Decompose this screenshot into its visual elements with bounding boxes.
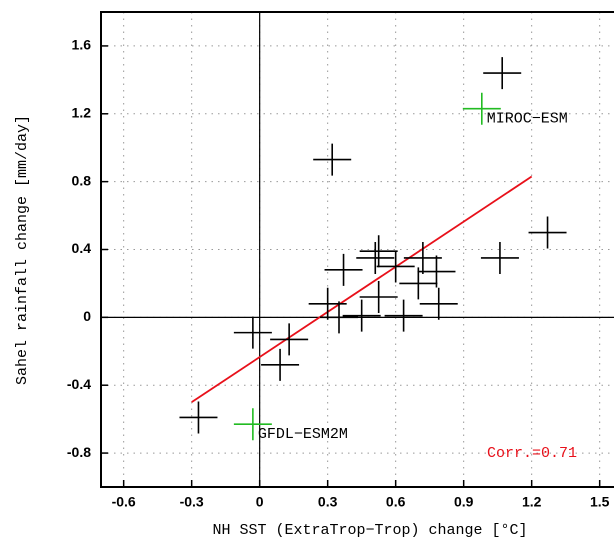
y-axis-label: Sahel rainfall change [mm/day]	[14, 115, 31, 385]
x-tick-label: 1.2	[522, 494, 542, 510]
correlation-annotation: Corr.=0.71	[487, 445, 577, 462]
x-tick-label: 0	[256, 494, 264, 510]
point-cross	[261, 348, 300, 381]
point-label: GFDL−ESM2M	[258, 426, 348, 443]
point-cross	[320, 301, 359, 334]
point-cross	[462, 92, 501, 125]
x-tick-label: 1.5	[590, 494, 610, 510]
point-cross	[417, 255, 456, 288]
x-tick-label: 0.9	[454, 494, 474, 510]
x-tick-label: 0.6	[386, 494, 406, 510]
x-axis-label: NH SST (ExtraTrop−Trop) change [°C]	[212, 522, 527, 539]
point-cross	[419, 287, 458, 320]
fit-line	[191, 175, 533, 403]
point-cross	[233, 316, 272, 349]
point-cross	[324, 253, 363, 286]
point-cross	[399, 267, 438, 300]
point-cross	[528, 216, 567, 249]
point-cross	[483, 57, 522, 90]
y-tick-label: -0.8	[67, 444, 91, 460]
point-cross	[270, 323, 309, 356]
y-tick-label: 0	[83, 308, 91, 324]
grid	[101, 12, 614, 487]
point-cross	[480, 241, 519, 274]
plot-frame	[100, 11, 614, 488]
point-cross	[403, 241, 442, 274]
y-tick-label: -0.4	[67, 376, 91, 392]
point-cross	[359, 235, 398, 268]
y-tick-label: 0.4	[72, 240, 92, 256]
point-cross	[376, 250, 415, 283]
point-cross	[356, 241, 395, 274]
point-cross	[384, 299, 423, 332]
point-cross	[308, 287, 347, 320]
x-tick-label: -0.3	[180, 494, 204, 510]
point-cross	[359, 281, 398, 313]
y-tick-label: 1.6	[72, 37, 92, 53]
x-tick-label: 0.3	[318, 494, 338, 510]
marks	[179, 57, 567, 441]
y-tick-label: 1.2	[72, 104, 92, 120]
point-cross	[179, 401, 218, 434]
point-cross	[233, 408, 272, 441]
point-cross	[313, 143, 352, 176]
x-tick-label: -0.6	[112, 494, 136, 510]
point-cross	[342, 299, 381, 332]
y-tick-label: 0.8	[72, 172, 92, 188]
point-label: MIROC−ESM	[487, 111, 568, 128]
